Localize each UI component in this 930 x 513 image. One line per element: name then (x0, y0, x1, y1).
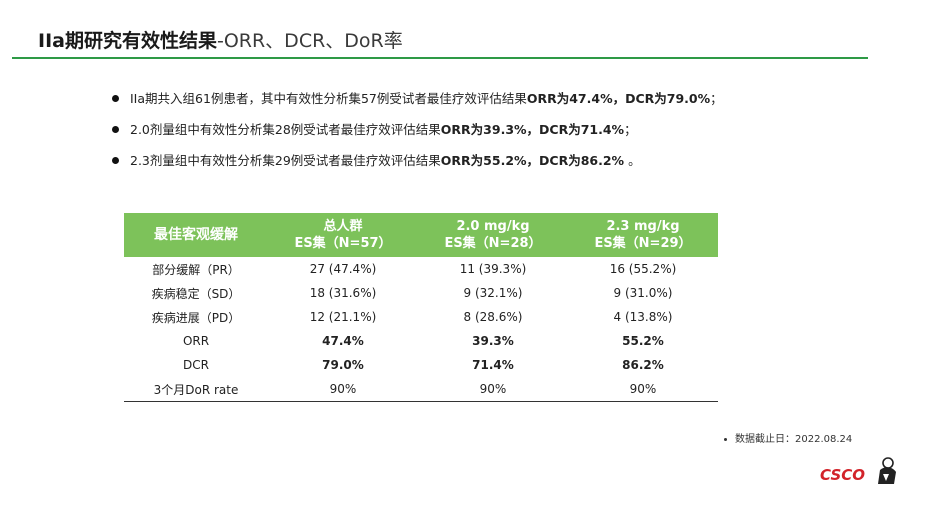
title-divider (12, 57, 868, 59)
bullet-list: IIa期共入组61例患者，其中有效性分析集57例受试者最佳疗效评估结果ORR为4… (112, 90, 723, 183)
cell-dose-2-3: 90% (568, 377, 718, 402)
header-dose-2-0: 2.0 mg/kg ES集（N=28） (418, 213, 568, 257)
cell-total: 79.0% (322, 358, 364, 372)
bullet-dot-icon (112, 126, 119, 133)
bullet-text: IIa期共入组61例患者，其中有效性分析集57例受试者最佳疗效评估结果 (130, 91, 527, 106)
page-title-sub: -ORR、DCR、DoR率 (216, 30, 403, 52)
bullet-dot-icon (112, 157, 119, 164)
table-row: 3个月DoR rate 90% 90% 90% (124, 377, 718, 402)
header-line2: ES集（N=57） (294, 236, 392, 251)
page-title-main: IIa期研究有效性结果 (38, 30, 217, 52)
table-row: 疾病稳定（SD） 18 (31.6%) 9 (32.1%) 9 (31.0%) (124, 281, 718, 305)
bullet-highlight: ORR为39.3%，DCR为71.4% (440, 122, 625, 137)
cell-dose-2-3: 86.2% (622, 358, 664, 372)
cell-dose-2-0: 71.4% (472, 358, 514, 372)
header-response-label: 最佳客观缓解 (124, 213, 268, 257)
header-dose-2-3: 2.3 mg/kg ES集（N=29） (568, 213, 718, 257)
page-title: IIa期研究有效性结果-ORR、DCR、DoR率 (38, 26, 403, 53)
cell-total: 47.4% (322, 334, 364, 348)
table-row: 疾病进展（PD） 12 (21.1%) 8 (28.6%) 4 (13.8%) (124, 305, 718, 329)
bullet-item: 2.0剂量组中有效性分析集28例受试者最佳疗效评估结果ORR为39.3%，DCR… (112, 121, 723, 138)
csco-logo: CSCO (820, 456, 900, 490)
cell-dose-2-0: 90% (418, 377, 568, 402)
cell-total: 90% (268, 377, 418, 402)
cell-total: 12 (21.1%) (309, 310, 377, 324)
cell-total: 27 (47.4%) (309, 262, 377, 276)
row-label: ORR (182, 334, 210, 348)
header-line2: ES集（N=29） (594, 236, 692, 251)
header-line2: ES集（N=28） (444, 236, 542, 251)
bullet-dot-icon (112, 95, 119, 102)
cell-dose-2-0: 8 (28.6%) (463, 310, 523, 324)
bullet-text: 2.3剂量组中有效性分析集29例受试者最佳疗效评估结果 (130, 153, 441, 168)
header-total-population: 总人群 ES集（N=57） (268, 213, 418, 257)
table-row: 部分缓解（PR） 27 (47.4%) 11 (39.3%) 16 (55.2%… (124, 257, 718, 281)
table-row: ORR 47.4% 39.3% 55.2% (124, 329, 718, 353)
csco-mark-icon (878, 457, 896, 484)
cell-dose-2-0: 39.3% (472, 334, 514, 348)
row-label: 部分缓解（PR） (152, 262, 240, 277)
row-label: 3个月DoR rate (124, 377, 268, 402)
table-row: DCR 79.0% 71.4% 86.2% (124, 353, 718, 377)
row-label: DCR (183, 358, 209, 372)
bullet-suffix: 。 (624, 153, 641, 168)
bullet-suffix: ； (624, 122, 637, 137)
cell-dose-2-3: 4 (13.8%) (613, 310, 673, 324)
header-line1: 2.0 mg/kg (456, 219, 530, 234)
footnote-dot-icon (724, 437, 727, 441)
bullet-item: IIa期共入组61例患者，其中有效性分析集57例受试者最佳疗效评估结果ORR为4… (112, 90, 723, 107)
data-cutoff-note: 数据截止日：2022.08.24 (724, 430, 852, 445)
cell-total: 18 (31.6%) (309, 286, 377, 300)
logo-text: CSCO (820, 466, 866, 484)
table-header-row: 最佳客观缓解 总人群 ES集（N=57） 2.0 mg/kg ES集（N=28） 2… (124, 213, 718, 257)
cell-dose-2-3: 55.2% (622, 334, 664, 348)
header-line1: 总人群 (323, 219, 363, 234)
bullet-highlight: ORR为47.4%，DCR为79.0% (526, 91, 711, 106)
cell-dose-2-0: 9 (32.1%) (463, 286, 523, 300)
bullet-highlight: ORR为55.2%，DCR为86.2% (440, 153, 625, 168)
cell-dose-2-3: 9 (31.0%) (613, 286, 673, 300)
cell-dose-2-3: 16 (55.2%) (609, 262, 677, 276)
row-label: 疾病进展（PD） (151, 310, 241, 325)
bullet-item: 2.3剂量组中有效性分析集29例受试者最佳疗效评估结果ORR为55.2%，DCR… (112, 152, 723, 169)
data-cutoff-text: 数据截止日：2022.08.24 (735, 434, 853, 445)
cell-dose-2-0: 11 (39.3%) (459, 262, 527, 276)
row-label: 疾病稳定（SD） (151, 286, 241, 301)
header-line1: 2.3 mg/kg (606, 219, 680, 234)
efficacy-results-table: 最佳客观缓解 总人群 ES集（N=57） 2.0 mg/kg ES集（N=28） 2… (124, 213, 718, 402)
bullet-text: 2.0剂量组中有效性分析集28例受试者最佳疗效评估结果 (130, 122, 441, 137)
bullet-suffix: ； (710, 91, 723, 106)
